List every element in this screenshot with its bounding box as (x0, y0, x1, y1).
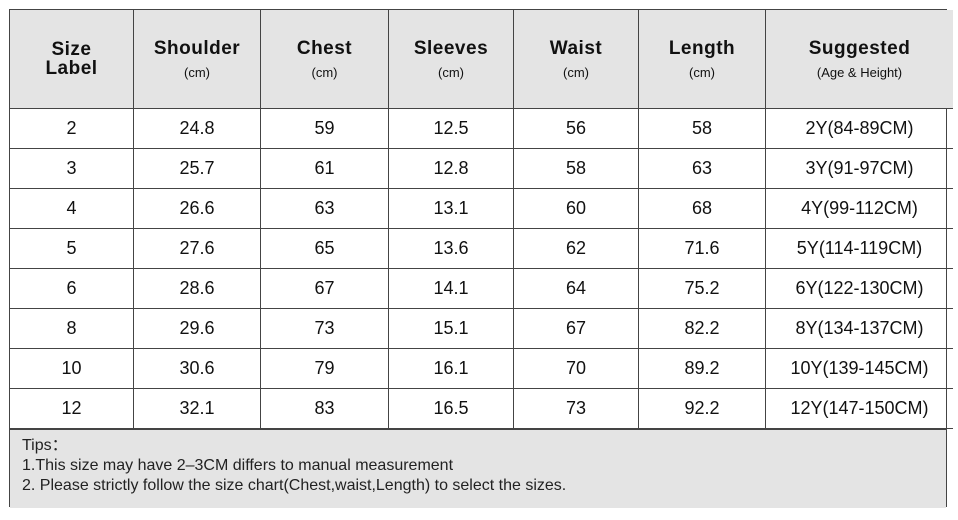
table-cell: 56 (513, 108, 639, 149)
table-cell: 5 (10, 228, 134, 269)
header-unit: (cm) (563, 64, 589, 80)
table-cell: 60 (513, 188, 639, 229)
table-cell: 67 (260, 268, 389, 309)
table-row: 8 29.6 73 15.1 67 82.2 8Y(134-137CM) (10, 308, 953, 349)
header-cell: Chest (cm) (260, 10, 389, 109)
table-cell: 92.2 (638, 388, 766, 429)
header-cell: Size Label (10, 10, 134, 109)
header-title: Suggested (808, 37, 911, 59)
table-row: 3 25.7 61 12.8 58 63 3Y(91-97CM) (10, 148, 953, 189)
table-cell: 61 (260, 148, 389, 189)
table-cell: 79 (260, 348, 389, 389)
table-cell: 82.2 (638, 308, 766, 349)
table-cell: 6Y(122-130CM) (765, 268, 953, 309)
table-cell: 65 (260, 228, 389, 269)
header-unit: (cm) (311, 64, 338, 80)
table-cell: 16.1 (388, 348, 514, 389)
header-cell: Shoulder (cm) (133, 10, 261, 109)
table-row: 2 24.8 59 12.5 56 58 2Y(84-89CM) (10, 108, 953, 149)
table-cell: 10 (10, 348, 134, 389)
table-cell: 59 (260, 108, 389, 149)
header-unit: (cm) (438, 64, 464, 80)
table-cell: 10Y(139-145CM) (765, 348, 953, 389)
header-cell: Sleeves (cm) (388, 10, 514, 109)
header-unit: (Age & Height) (816, 64, 903, 80)
table-cell: 13.1 (388, 188, 514, 229)
tips: Tips： 1.This size may have 2–3CM differs… (10, 429, 946, 508)
table-cell: 63 (638, 148, 766, 189)
table-cell: 24.8 (133, 108, 261, 149)
header-title: Size Label (45, 38, 98, 79)
table-cell: 30.6 (133, 348, 261, 389)
table-row: 6 28.6 67 14.1 64 75.2 6Y(122-130CM) (10, 268, 953, 309)
table-cell: 28.6 (133, 268, 261, 309)
table-cell: 12.8 (388, 148, 514, 189)
table-row: 5 27.6 65 13.6 62 71.6 5Y(114-119CM) (10, 228, 953, 269)
table-cell: 67 (513, 308, 639, 349)
size-table: Size Label Shoulder (cm) Chest (cm) Sleeves (c… (10, 10, 953, 429)
table-cell: 75.2 (638, 268, 766, 309)
table-cell: 15.1 (388, 308, 514, 349)
table-row: 10 30.6 79 16.1 70 89.2 10Y(139-145CM) (10, 348, 953, 389)
table-cell: 3 (10, 148, 134, 189)
table-cell: 63 (260, 188, 389, 229)
table-cell: 73 (513, 388, 639, 429)
table-cell: 68 (638, 188, 766, 229)
table-cell: 3Y(91-97CM) (765, 148, 953, 189)
table-cell: 12 (10, 388, 134, 429)
header-title: Length (668, 37, 736, 59)
table-cell: 58 (513, 148, 639, 189)
header-cell: Waist (cm) (513, 10, 639, 109)
table-cell: 73 (260, 308, 389, 349)
table-cell: 4 (10, 188, 134, 229)
table-cell: 13.6 (388, 228, 514, 269)
table-cell: 12.5 (388, 108, 514, 149)
table-cell: 25.7 (133, 148, 261, 189)
tip-line: 2. Please strictly follow the size chart… (22, 477, 567, 494)
header-title: Waist (549, 37, 603, 59)
table-cell: 32.1 (133, 388, 261, 429)
table-cell: 83 (260, 388, 389, 429)
header-cell: Length (cm) (638, 10, 766, 109)
table-row: 4 26.6 63 13.1 60 68 4Y(99-112CM) (10, 188, 953, 229)
table-cell: 6 (10, 268, 134, 309)
header-title: Sleeves (413, 37, 489, 59)
header-unit: (cm) (689, 64, 715, 80)
table-cell: 2 (10, 108, 134, 149)
table-cell: 58 (638, 108, 766, 149)
table-cell: 71.6 (638, 228, 766, 269)
table-cell: 89.2 (638, 348, 766, 389)
table-cell: 2Y(84-89CM) (765, 108, 953, 149)
header-title: Shoulder (153, 37, 241, 59)
header-title: Chest (296, 37, 353, 59)
table-cell: 26.6 (133, 188, 261, 229)
tips-title: Tips： (22, 437, 68, 454)
table-cell: 27.6 (133, 228, 261, 269)
size-chart: Size Label Shoulder (cm) Chest (cm) Sleeves (c… (9, 9, 953, 508)
table-cell: 64 (513, 268, 639, 309)
table-cell: 70 (513, 348, 639, 389)
table-row: 12 32.1 83 16.5 73 92.2 12Y(147-150CM) (10, 388, 953, 429)
table-cell: 4Y(99-112CM) (765, 188, 953, 229)
tip-line: 1.This size may have 2–3CM differs to ma… (22, 457, 454, 474)
table-cell: 8Y(134-137CM) (765, 308, 953, 349)
table-cell: 16.5 (388, 388, 514, 429)
header-unit: (cm) (184, 64, 210, 80)
header-cell: Suggested (Age & Height) (765, 10, 953, 109)
table-cell: 8 (10, 308, 134, 349)
table-cell: 12Y(147-150CM) (765, 388, 953, 429)
table-cell: 62 (513, 228, 639, 269)
table-cell: 14.1 (388, 268, 514, 309)
table-cell: 29.6 (133, 308, 261, 349)
table-cell: 5Y(114-119CM) (765, 228, 953, 269)
